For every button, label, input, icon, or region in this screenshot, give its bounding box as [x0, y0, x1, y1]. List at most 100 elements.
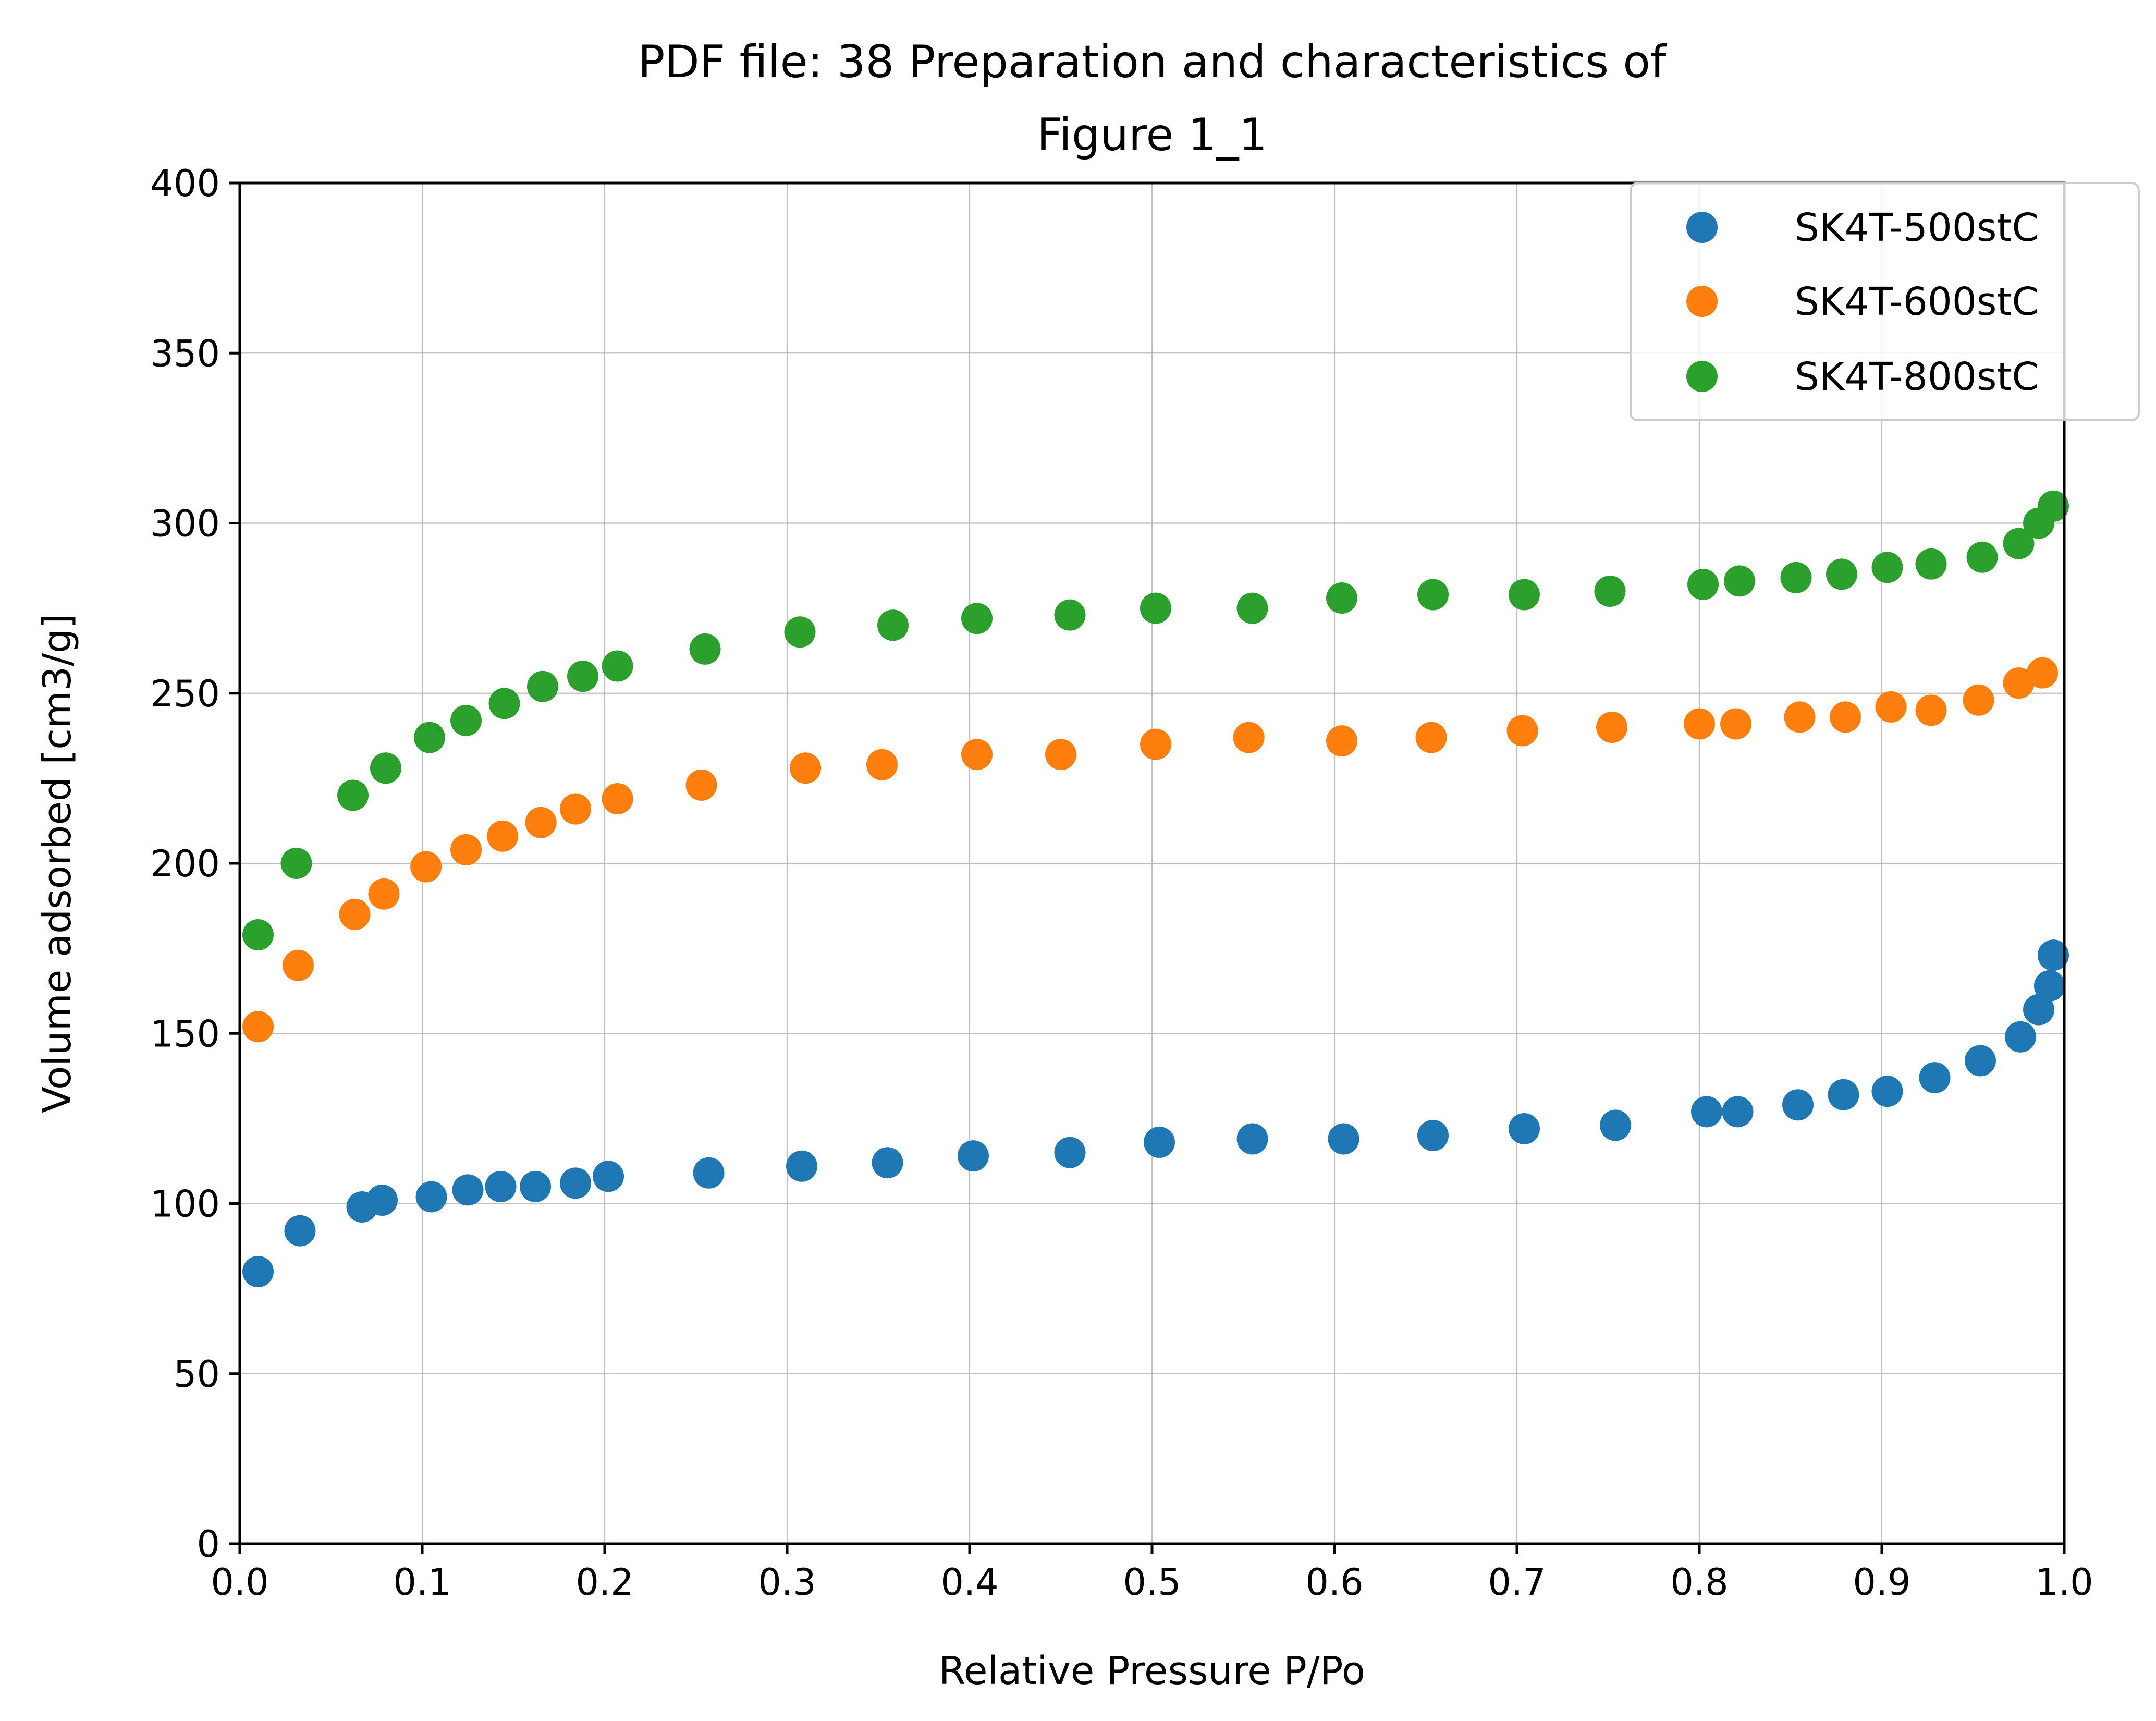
- data-point: [1871, 1076, 1903, 1107]
- data-point: [284, 1215, 316, 1247]
- legend-marker-sk4t-500stc: [1686, 212, 1718, 243]
- data-point: [487, 820, 518, 852]
- data-point: [1965, 1045, 1996, 1077]
- y-tick-label: 100: [150, 1183, 220, 1226]
- data-point: [786, 1150, 817, 1182]
- x-tick-label: 0.6: [1305, 1561, 1363, 1604]
- y-tick-label: 350: [150, 332, 220, 375]
- data-point: [560, 1167, 591, 1199]
- chart-title-line-1: PDF file: 38 Preparation and characteris…: [638, 36, 1667, 88]
- data-point: [527, 670, 558, 702]
- x-tick-label: 0.9: [1853, 1561, 1910, 1604]
- x-tick-label: 0.4: [940, 1561, 998, 1604]
- y-tick-label: 250: [150, 673, 220, 715]
- series-sk4t-500stc: [242, 939, 2069, 1287]
- data-point: [2003, 667, 2035, 699]
- data-point: [958, 1140, 989, 1172]
- data-point: [1596, 712, 1627, 743]
- legend-label-sk4t-600stc: SK4T-600stC: [1795, 279, 2039, 324]
- data-point: [452, 1174, 484, 1206]
- data-point: [414, 722, 445, 753]
- data-point: [1966, 541, 1998, 573]
- data-point: [1045, 739, 1076, 771]
- data-point: [2038, 490, 2069, 522]
- data-point: [1509, 579, 1540, 611]
- x-tick-label: 0.5: [1123, 1561, 1181, 1604]
- data-point: [415, 1181, 447, 1213]
- x-tick-label: 1.0: [2035, 1561, 2093, 1604]
- data-point: [242, 919, 274, 951]
- data-point: [1140, 592, 1171, 624]
- data-point: [1233, 722, 1265, 753]
- data-point: [283, 949, 314, 981]
- legend-label-sk4t-500stc: SK4T-500stC: [1795, 205, 2039, 250]
- data-point: [1328, 1123, 1359, 1155]
- data-point: [1687, 568, 1719, 600]
- y-tick-label: 300: [150, 503, 220, 545]
- data-point: [602, 783, 633, 815]
- data-point: [961, 739, 993, 771]
- data-point: [1417, 1120, 1449, 1151]
- data-point: [1506, 715, 1538, 747]
- data-point: [602, 650, 633, 682]
- data-point: [337, 779, 369, 811]
- y-tick-label: 200: [150, 843, 220, 885]
- data-point: [784, 616, 816, 648]
- data-point: [689, 633, 721, 665]
- data-point: [1684, 708, 1715, 740]
- data-point: [242, 1256, 274, 1287]
- data-point: [1144, 1127, 1175, 1158]
- data-point: [1780, 562, 1812, 593]
- data-point: [242, 1011, 274, 1043]
- data-point: [872, 1147, 903, 1179]
- x-tick-label: 0.2: [575, 1561, 633, 1604]
- data-point: [1140, 728, 1171, 760]
- data-point: [1691, 1096, 1722, 1128]
- data-point: [1784, 701, 1816, 733]
- data-point: [520, 1170, 551, 1202]
- data-point: [280, 848, 312, 879]
- x-tick-label: 0.7: [1488, 1561, 1546, 1604]
- data-point: [685, 769, 717, 801]
- data-point: [2003, 528, 2035, 559]
- axis-ticks: 0.0 0.1 0.2 0.3 0.4 0.5 0.6 0.7 0.8 0.9 1.0 0 50 100 1…: [150, 162, 2093, 1604]
- data-point: [450, 834, 482, 865]
- data-point: [2038, 939, 2069, 971]
- data-point: [1826, 558, 1857, 590]
- data-point: [2023, 994, 2054, 1026]
- x-axis-label: Relative Pressure P/Po: [939, 1649, 1365, 1693]
- x-tick-label: 0.8: [1670, 1561, 1728, 1604]
- data-point: [593, 1161, 624, 1192]
- data-point: [1236, 592, 1268, 624]
- data-point: [370, 752, 401, 784]
- data-point: [2034, 970, 2065, 1002]
- data-point: [366, 1184, 398, 1216]
- x-tick-label: 0.0: [211, 1561, 268, 1604]
- y-tick-label: 400: [150, 162, 220, 205]
- data-point: [1782, 1089, 1814, 1121]
- y-axis-label: Volume adsorbed [cm3/g]: [35, 614, 80, 1113]
- data-point: [961, 603, 993, 634]
- legend-marker-sk4t-600stc: [1686, 286, 1718, 317]
- data-point: [1594, 576, 1626, 607]
- data-point: [1875, 691, 1907, 723]
- data-point: [790, 752, 821, 784]
- legend-marker-sk4t-800stc: [1686, 361, 1718, 392]
- data-point: [1915, 548, 1947, 580]
- legend-label-sk4t-800stc: SK4T-800stC: [1795, 355, 2039, 399]
- data-point: [1326, 582, 1357, 614]
- data-point: [1724, 565, 1755, 597]
- data-point: [1919, 1062, 1951, 1094]
- data-point: [866, 749, 898, 780]
- data-point: [1963, 684, 1994, 716]
- data-point: [1871, 552, 1903, 583]
- series-sk4t-800stc: [242, 490, 2069, 951]
- data-point: [488, 688, 520, 719]
- data-point: [450, 704, 482, 736]
- x-tick-label: 0.3: [758, 1561, 816, 1604]
- y-tick-label: 50: [174, 1353, 220, 1396]
- data-point: [1915, 694, 1947, 726]
- data-point: [1828, 1079, 1859, 1110]
- data-point: [339, 898, 371, 930]
- data-point: [1417, 579, 1449, 611]
